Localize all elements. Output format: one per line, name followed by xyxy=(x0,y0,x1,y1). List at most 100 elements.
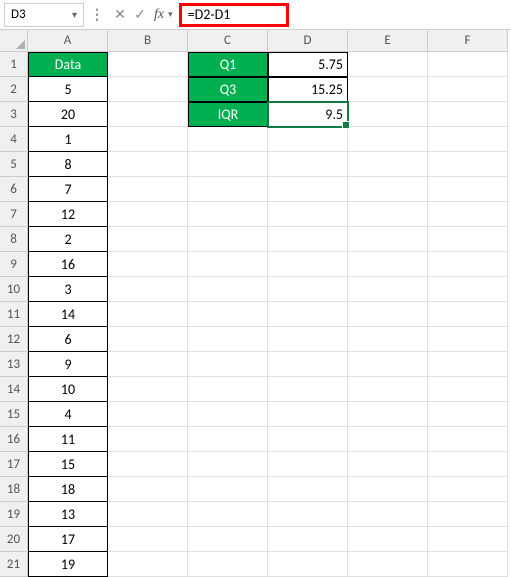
cell-E14[interactable] xyxy=(348,377,428,402)
cell-F3[interactable] xyxy=(428,102,508,127)
cell-D20[interactable] xyxy=(268,527,348,552)
cell-B21[interactable] xyxy=(108,552,188,577)
formula-input[interactable]: =D2-D1 xyxy=(179,3,289,27)
cell-C16[interactable] xyxy=(188,427,268,452)
cell-C14[interactable] xyxy=(188,377,268,402)
cell-F2[interactable] xyxy=(428,77,508,102)
cell-F20[interactable] xyxy=(428,527,508,552)
cancel-icon[interactable]: ✕ xyxy=(110,3,130,27)
cell-F15[interactable] xyxy=(428,402,508,427)
cell-E8[interactable] xyxy=(348,227,428,252)
cell-D19[interactable] xyxy=(268,502,348,527)
cell-D2[interactable]: 15.25 xyxy=(268,77,348,102)
cell-C9[interactable] xyxy=(188,252,268,277)
column-header-a[interactable]: A xyxy=(28,30,108,52)
cell-A17[interactable]: 15 xyxy=(28,452,108,477)
cell-D8[interactable] xyxy=(268,227,348,252)
cell-E13[interactable] xyxy=(348,352,428,377)
cell-F4[interactable] xyxy=(428,127,508,152)
cell-D18[interactable] xyxy=(268,477,348,502)
cell-D5[interactable] xyxy=(268,152,348,177)
cell-B17[interactable] xyxy=(108,452,188,477)
row-header-5[interactable]: 5 xyxy=(0,152,28,177)
column-header-e[interactable]: E xyxy=(348,30,428,52)
cell-E16[interactable] xyxy=(348,427,428,452)
column-header-b[interactable]: B xyxy=(108,30,188,52)
cell-F13[interactable] xyxy=(428,352,508,377)
cell-C2[interactable]: Q3 xyxy=(188,77,268,102)
row-header-18[interactable]: 18 xyxy=(0,477,28,502)
cell-E5[interactable] xyxy=(348,152,428,177)
cell-A14[interactable]: 10 xyxy=(28,377,108,402)
row-header-6[interactable]: 6 xyxy=(0,177,28,202)
cell-D7[interactable] xyxy=(268,202,348,227)
cell-D16[interactable] xyxy=(268,427,348,452)
chevron-down-icon[interactable]: ▾ xyxy=(168,9,173,20)
cell-F17[interactable] xyxy=(428,452,508,477)
row-header-21[interactable]: 21 xyxy=(0,552,28,577)
cell-C1[interactable]: Q1 xyxy=(188,52,268,77)
cell-E21[interactable] xyxy=(348,552,428,577)
cell-C15[interactable] xyxy=(188,402,268,427)
cell-C3[interactable]: IQR xyxy=(188,102,268,127)
cell-B7[interactable] xyxy=(108,202,188,227)
cell-E17[interactable] xyxy=(348,452,428,477)
cell-C21[interactable] xyxy=(188,552,268,577)
cell-B10[interactable] xyxy=(108,277,188,302)
cell-D14[interactable] xyxy=(268,377,348,402)
cell-A10[interactable]: 3 xyxy=(28,277,108,302)
cell-F18[interactable] xyxy=(428,477,508,502)
cell-E18[interactable] xyxy=(348,477,428,502)
cell-E7[interactable] xyxy=(348,202,428,227)
cell-A19[interactable]: 13 xyxy=(28,502,108,527)
select-all-corner[interactable] xyxy=(0,30,28,52)
cell-C8[interactable] xyxy=(188,227,268,252)
cell-E3[interactable] xyxy=(348,102,428,127)
cell-A16[interactable]: 11 xyxy=(28,427,108,452)
cell-B16[interactable] xyxy=(108,427,188,452)
cell-A5[interactable]: 8 xyxy=(28,152,108,177)
row-header-14[interactable]: 14 xyxy=(0,377,28,402)
cell-F5[interactable] xyxy=(428,152,508,177)
row-header-8[interactable]: 8 xyxy=(0,227,28,252)
cell-D21[interactable] xyxy=(268,552,348,577)
row-header-7[interactable]: 7 xyxy=(0,202,28,227)
cell-D12[interactable] xyxy=(268,327,348,352)
cell-D4[interactable] xyxy=(268,127,348,152)
cell-E10[interactable] xyxy=(348,277,428,302)
cell-A15[interactable]: 4 xyxy=(28,402,108,427)
cell-F10[interactable] xyxy=(428,277,508,302)
row-header-2[interactable]: 2 xyxy=(0,77,28,102)
cell-F1[interactable] xyxy=(428,52,508,77)
cell-C4[interactable] xyxy=(188,127,268,152)
cell-A11[interactable]: 14 xyxy=(28,302,108,327)
cell-B1[interactable] xyxy=(108,52,188,77)
cell-F19[interactable] xyxy=(428,502,508,527)
cell-C19[interactable] xyxy=(188,502,268,527)
column-header-f[interactable]: F xyxy=(428,30,508,52)
cell-F7[interactable] xyxy=(428,202,508,227)
cell-B4[interactable] xyxy=(108,127,188,152)
cell-A9[interactable]: 16 xyxy=(28,252,108,277)
chevron-down-icon[interactable]: ▾ xyxy=(72,8,77,21)
cell-A3[interactable]: 20 xyxy=(28,102,108,127)
row-header-9[interactable]: 9 xyxy=(0,252,28,277)
cell-A4[interactable]: 1 xyxy=(28,127,108,152)
cell-A20[interactable]: 17 xyxy=(28,527,108,552)
cell-B20[interactable] xyxy=(108,527,188,552)
cell-B18[interactable] xyxy=(108,477,188,502)
cell-E2[interactable] xyxy=(348,77,428,102)
cell-B8[interactable] xyxy=(108,227,188,252)
cell-B5[interactable] xyxy=(108,152,188,177)
cell-A2[interactable]: 5 xyxy=(28,77,108,102)
cell-C7[interactable] xyxy=(188,202,268,227)
row-header-19[interactable]: 19 xyxy=(0,502,28,527)
fx-icon[interactable]: fx xyxy=(154,7,164,23)
column-header-d[interactable]: D xyxy=(268,30,348,52)
cell-B2[interactable] xyxy=(108,77,188,102)
cell-B6[interactable] xyxy=(108,177,188,202)
cell-F6[interactable] xyxy=(428,177,508,202)
cell-B15[interactable] xyxy=(108,402,188,427)
row-header-20[interactable]: 20 xyxy=(0,527,28,552)
row-header-3[interactable]: 3 xyxy=(0,102,28,127)
